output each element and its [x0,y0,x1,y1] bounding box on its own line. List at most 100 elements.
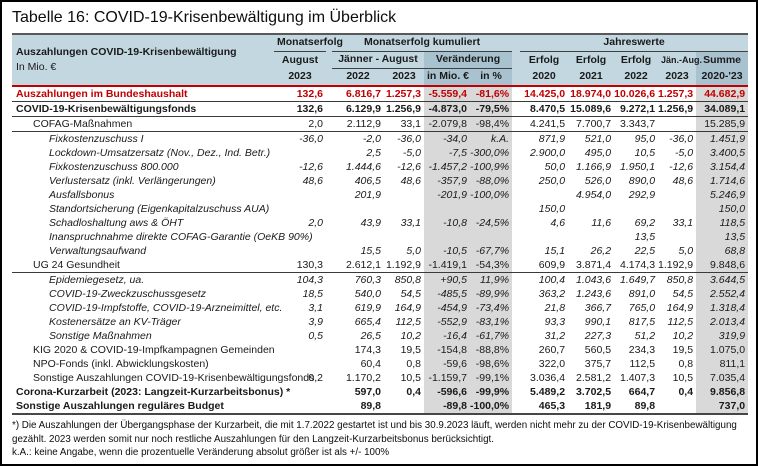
cell: 150,0 [538,203,566,215]
table-row: Auszahlungen im Bundeshaushalt 132,6 6.816… [12,86,749,102]
cell: 260,7 [538,344,566,356]
cell: -89,9% [470,287,513,301]
cell: -98,6% [470,357,513,371]
column-gap [512,101,521,117]
row-label: Epidemiegesetz, ua. [49,274,145,286]
col-year-ja2023: 2023 [658,68,697,87]
col-year-2023: 2023 [384,68,424,87]
cell: 4.954,0 [576,189,612,201]
cell: 3,9 [308,316,323,328]
table-row: Sonstige Auszahlungen reguläres Budget 89… [12,399,749,415]
cell: -5,0 [402,147,421,159]
column-gap [512,34,521,87]
col-header-veraenderung: Veränderung [424,51,513,69]
page-title: Tabelle 16: COVID-19-Krisenbewältigung i… [12,9,397,26]
row-label: Sonstige Auszahlungen COVID-19-Krisenbew… [33,372,315,384]
col-header-jaen-aug: Jän.-Aug. [658,51,702,69]
cell: 0,2 [308,372,323,384]
cell: -10,8 [424,216,470,230]
cell: -1.419,1 [424,258,470,273]
cell: 1.257,3 [658,86,697,102]
cell [384,188,424,202]
column-gap [512,230,520,244]
cell: 1.318,4 [696,301,749,315]
cell [332,230,384,244]
cell: 26,5 [360,330,381,342]
cell: 5.489,2 [530,386,566,398]
cell: 0,5 [308,330,323,342]
cell: 363,2 [538,288,566,300]
cell: 737,0 [696,399,749,415]
cell: 0,8 [406,358,421,370]
group-monatserfolg: Monatserfolg [274,34,343,52]
cell: -24,5% [470,216,513,230]
cell: 2.013,4 [696,315,749,329]
cell: 8.470,5 [520,101,569,117]
cell: 69,2 [634,217,656,229]
cell [274,202,326,216]
column-gap [512,174,520,188]
cell: -67,7% [470,244,513,258]
cell: 112,5 [395,316,422,328]
cell: 760,3 [354,274,381,286]
row-label: Corona-Kurzarbeit (2023: Langzeit-Kurzar… [16,386,291,398]
cell [332,202,384,216]
column-gap [326,258,332,273]
cell: -100,9% [470,160,513,174]
column-gap [512,329,520,343]
cell [424,202,470,216]
table-row: COVID-19-Krisenbewältigungsfonds 132,6 6.1… [12,101,749,117]
column-gap [512,146,520,160]
table-row: COVID-19-Impfstoffe, COVID-19-Arzneimitt… [12,301,749,315]
cell [384,399,424,415]
cell: -88,0% [470,174,513,188]
cell: 665,4 [354,316,381,328]
cell: 150,0 [696,202,749,216]
cell: +90,5 [424,272,470,287]
col-year-e2020: 2020 [520,68,569,87]
cell: 10,5 [400,372,421,384]
cell: 560,5 [584,344,612,356]
cell: k.A. [470,131,513,146]
cell: -73,4% [470,301,513,315]
cell: -2,0 [362,133,381,145]
cell: 31,2 [544,330,566,342]
cell: 540,0 [354,288,381,300]
cell: 664,7 [628,386,656,398]
row-label: Lockdown-Umsatzersatz (Nov., Dez., Ind. … [49,147,271,159]
col-unit-mio: in Mio. € [424,68,470,87]
cell: 1.451,9 [696,131,749,146]
cell: -12,6 [397,161,421,173]
row-label: Verlustersatz (inkl. Verlängerungen) [49,175,216,187]
row-label: Sonstige Auszahlungen reguläres Budget [12,399,274,415]
cell: 1.192,9 [658,258,697,273]
cell: 1.714,6 [696,174,749,188]
cell: -300,0% [470,146,513,160]
cell: 1.043,6 [576,274,612,286]
table-row: KIG 2020 & COVID-19-Impfkampagnen Gemein… [12,343,749,357]
col-year-aug: 2023 [274,68,326,87]
cell: 93,3 [544,316,566,328]
cell: 18.974,0 [568,86,615,102]
cell: 164,9 [666,302,694,314]
cell: 609,9 [520,258,569,273]
cell: 100,4 [538,274,566,286]
cell [470,230,513,244]
table-row: COVID-19-Zweckzuschussgesetz 18,5 540,0 54,… [12,287,749,301]
col-year-e2022: 2022 [614,68,659,87]
row-label: COVID-19-Krisenbewältigungsfonds [12,101,274,117]
table-row: Lockdown-Umsatzersatz (Nov., Dez., Ind. … [12,146,749,160]
table-row: UG 24 Gesundheit 130,3 2.612,1 1.192,9 -1.41… [12,258,749,273]
cell [614,202,658,216]
table-row: Schadloshaltung aws & ÖHT 2,0 43,9 33,1 -10,… [12,216,749,230]
cell: 3.154,4 [696,160,749,174]
cell [568,202,614,216]
footnote-ka: k.A.: keine Angabe, wenn die prozentuell… [12,447,390,459]
cell: 6.816,7 [332,86,384,102]
cell: -61,7% [470,329,513,343]
cell: -36,0 [397,133,421,145]
row-label: COVID-19-Zweckzuschussgesetz [49,288,206,300]
row-label: NPO-Fonds (inkl. Abwicklungskosten) [33,358,209,370]
cell: 50,0 [544,161,566,173]
cell: 130,3 [274,258,326,273]
